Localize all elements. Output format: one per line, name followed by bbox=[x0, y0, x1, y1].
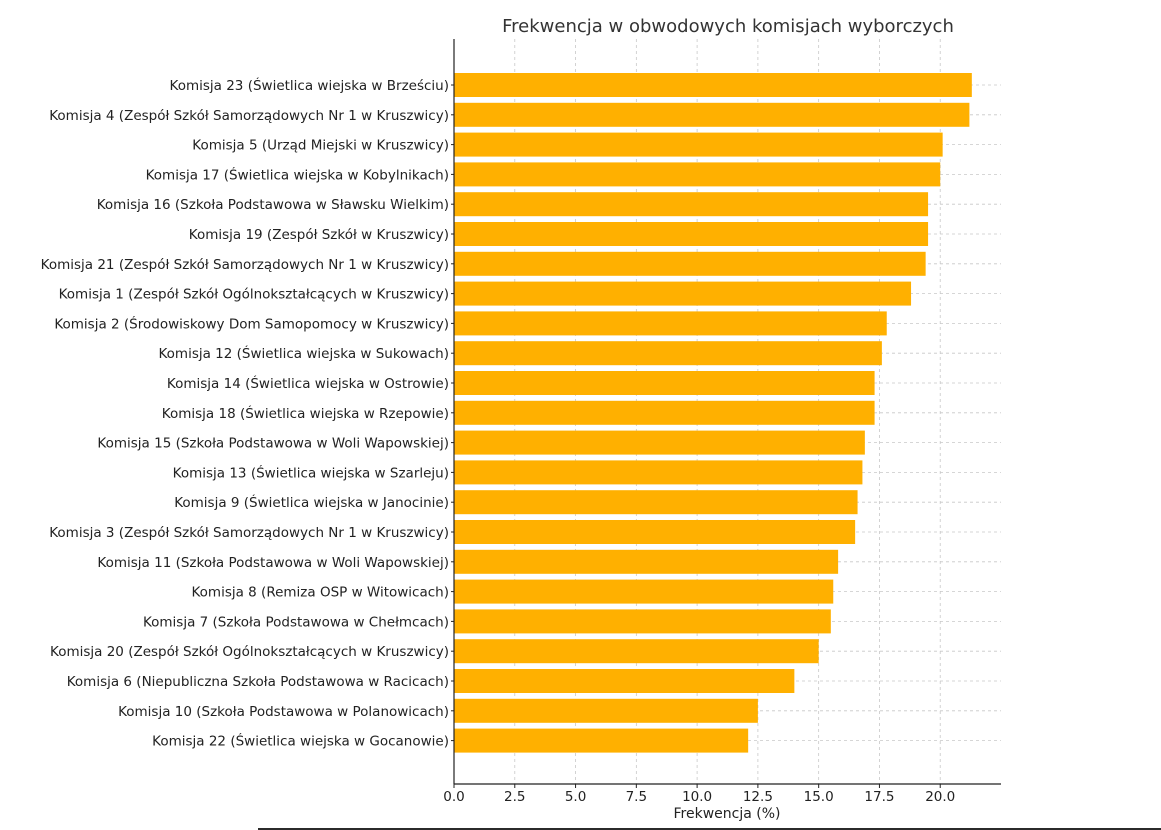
bar bbox=[454, 609, 831, 634]
bar bbox=[454, 579, 834, 604]
x-tick-label: 7.5 bbox=[626, 789, 647, 805]
x-tick-label: 0.0 bbox=[443, 789, 464, 805]
bar bbox=[454, 698, 758, 723]
x-axis-label: Frekwencja (%) bbox=[674, 806, 781, 822]
bar bbox=[454, 460, 863, 485]
category-label: Komisja 21 (Zespół Szkół Samorządowych N… bbox=[41, 257, 449, 273]
x-tick-label: 20.0 bbox=[925, 789, 955, 805]
category-label: Komisja 19 (Zespół Szkół w Kruszwicy) bbox=[189, 227, 449, 243]
chart-title: Frekwencja w obwodowych komisjach wyborc… bbox=[502, 16, 954, 37]
category-label: Komisja 17 (Świetlica wiejska w Kobylnik… bbox=[146, 165, 449, 183]
category-label: Komisja 23 (Świetlica wiejska w Brześciu… bbox=[170, 76, 449, 94]
bar bbox=[454, 162, 941, 187]
bar bbox=[454, 73, 972, 97]
category-label: Komisja 11 (Szkoła Podstawowa w Woli Wap… bbox=[97, 555, 449, 571]
category-label: Komisja 14 (Świetlica wiejska w Ostrowie… bbox=[167, 374, 449, 392]
bar bbox=[454, 639, 819, 664]
category-label: Komisja 20 (Zespół Szkół Ogólnokształcąc… bbox=[50, 644, 449, 660]
bar bbox=[454, 102, 970, 127]
x-tick-label: 5.0 bbox=[565, 789, 586, 805]
bar bbox=[454, 669, 795, 693]
category-label: Komisja 4 (Zespół Szkół Samorządowych Nr… bbox=[49, 108, 449, 124]
category-label: Komisja 6 (Niepubliczna Szkoła Podstawow… bbox=[67, 674, 449, 690]
x-tick-label: 2.5 bbox=[504, 789, 525, 805]
bottom-border bbox=[258, 828, 1161, 830]
bar bbox=[454, 222, 929, 246]
category-label: Komisja 16 (Szkoła Podstawowa w Sławsku … bbox=[97, 197, 449, 213]
bar bbox=[454, 490, 858, 515]
category-label: Komisja 9 (Świetlica wiejska w Janocinie… bbox=[174, 493, 449, 511]
bar bbox=[454, 520, 856, 544]
bars bbox=[454, 73, 972, 753]
category-label: Komisja 12 (Świetlica wiejska w Sukowach… bbox=[158, 344, 449, 362]
category-label: Komisja 3 (Zespół Szkół Samorządowych Nr… bbox=[49, 525, 449, 541]
category-label: Komisja 8 (Remiza OSP w Witowicach) bbox=[191, 585, 449, 601]
bar bbox=[454, 728, 749, 753]
bar bbox=[454, 430, 865, 455]
x-tick-label: 17.5 bbox=[864, 789, 894, 805]
bar bbox=[454, 192, 929, 217]
x-axis-ticks: 0.0 2.5 5.0 7.5 10.0 12.5 15.0 17.5 20.0 bbox=[443, 784, 955, 805]
category-label: Komisja 1 (Zespół Szkół Ogólnokształcący… bbox=[59, 287, 449, 303]
axes bbox=[453, 39, 1001, 785]
bar bbox=[454, 132, 943, 157]
bar bbox=[454, 341, 882, 366]
bar bbox=[454, 311, 887, 336]
category-label: Komisja 18 (Świetlica wiejska w Rzepowie… bbox=[162, 404, 449, 422]
category-label: Komisja 13 (Świetlica wiejska w Szarleju… bbox=[173, 463, 449, 481]
category-label: Komisja 15 (Szkoła Podstawowa w Woli Wap… bbox=[97, 436, 449, 452]
bar bbox=[454, 549, 839, 574]
category-label: Komisja 5 (Urząd Miejski w Kruszwicy) bbox=[192, 138, 449, 154]
category-label: Komisja 2 (Środowiskowy Dom Samopomocy w… bbox=[54, 314, 449, 332]
x-tick-label: 12.5 bbox=[743, 789, 773, 805]
bar bbox=[454, 281, 912, 306]
category-label: Komisja 10 (Szkoła Podstawowa w Polanowi… bbox=[118, 704, 449, 720]
category-label: Komisja 22 (Świetlica wiejska w Gocanowi… bbox=[152, 732, 449, 750]
category-label: Komisja 7 (Szkoła Podstawowa w Chełmcach… bbox=[143, 614, 449, 630]
bar bbox=[454, 371, 875, 395]
x-tick-label: 10.0 bbox=[682, 789, 712, 805]
bar bbox=[454, 400, 875, 425]
category-labels: Komisja 23 (Świetlica wiejska w Brześciu… bbox=[41, 76, 454, 750]
bar bbox=[454, 251, 926, 276]
x-tick-label: 15.0 bbox=[804, 789, 834, 805]
